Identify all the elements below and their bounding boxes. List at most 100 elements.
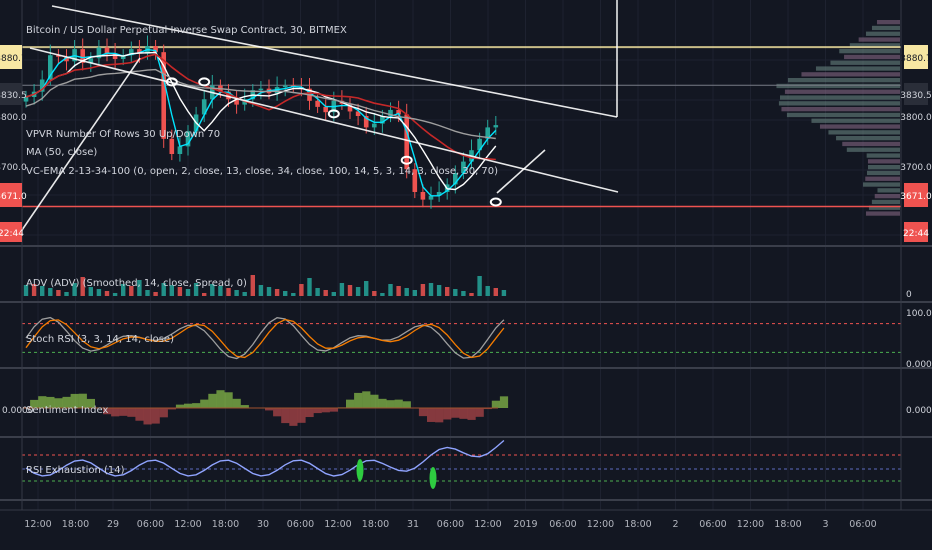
volume-profile-bar xyxy=(839,49,900,54)
panel-label-rsi-exhaustion: RSI Exhaustion (14) xyxy=(26,465,125,476)
candle-body xyxy=(56,55,61,57)
candle-body xyxy=(493,125,499,128)
right-tick-0: 3880.7 xyxy=(900,54,932,64)
sentiment-bar xyxy=(451,408,460,418)
sentiment-bar xyxy=(127,408,136,417)
adv-bar xyxy=(177,287,183,296)
sentiment-bar xyxy=(329,408,338,412)
price-series xyxy=(22,35,901,209)
sentiment-bar xyxy=(265,408,274,411)
adv-bar xyxy=(129,286,134,296)
volume-profile-bar xyxy=(865,31,900,36)
sentiment-bar xyxy=(346,399,355,408)
sentiment-left-tick: 0.0000 xyxy=(2,406,34,416)
right-tick-2: 3800.0 xyxy=(900,113,932,123)
sentiment-bar xyxy=(167,408,176,410)
volume-profile-bar xyxy=(849,43,900,48)
adv-bar xyxy=(210,284,215,296)
exhaustion-signal xyxy=(429,467,437,489)
sentiment-bar xyxy=(378,398,387,408)
adv-bar xyxy=(274,289,280,296)
candle-body xyxy=(80,49,85,63)
sentiment-bar xyxy=(208,393,217,408)
stoch-right-tick-top: 100.0000 xyxy=(906,309,932,319)
time-tick: 06:00 xyxy=(699,519,726,530)
adv-bar xyxy=(137,280,142,296)
trendline xyxy=(29,47,619,193)
candle-body xyxy=(428,195,434,200)
candle-body xyxy=(129,49,134,56)
sentiment-bar xyxy=(402,401,411,408)
volume-profile-bar xyxy=(776,83,900,89)
volume-profile-bar xyxy=(784,89,900,94)
adv-bar xyxy=(64,292,69,296)
time-tick: 12:00 xyxy=(587,519,614,530)
sentiment-bar xyxy=(313,408,322,414)
time-tick: 31 xyxy=(407,519,419,530)
sentiment-bar xyxy=(362,391,371,408)
left-tag-current xyxy=(0,183,22,207)
adv-bar xyxy=(242,292,247,296)
adv-bar xyxy=(88,287,93,296)
time-axis[interactable]: 12:00 18:00 29 06:00 12:00 18:00 30 06:00 12:00 1… xyxy=(0,509,932,530)
adv-bar xyxy=(40,286,45,296)
trendline-drawings[interactable] xyxy=(21,0,619,231)
left-tag-marked xyxy=(0,45,22,69)
candle-body xyxy=(453,173,458,185)
adv-bar xyxy=(169,285,174,296)
sentiment-bar xyxy=(386,400,395,408)
sentiment-bar xyxy=(184,403,193,408)
candle-body xyxy=(112,53,118,59)
ema-34-line xyxy=(25,53,496,161)
volume-profile-bar xyxy=(868,205,900,210)
candle-body xyxy=(477,138,482,151)
sentiment-bar xyxy=(297,408,306,423)
ema-2-line xyxy=(25,48,497,197)
candle-body xyxy=(169,138,175,154)
adv-bar xyxy=(485,286,490,296)
candle-body xyxy=(64,56,69,62)
sentiment-bar xyxy=(232,398,241,408)
candle-body xyxy=(372,123,377,128)
sentiment-bar xyxy=(427,408,436,422)
adv-bar xyxy=(315,288,320,296)
adv-bar xyxy=(23,285,29,296)
exhaustion-signal xyxy=(356,459,364,481)
candle-body xyxy=(388,109,393,116)
adv-bar xyxy=(104,291,110,296)
adv-bar xyxy=(436,285,442,296)
volume-profile-bar xyxy=(871,199,900,205)
volume-profile-bar xyxy=(866,153,900,158)
left-price-scale[interactable]: 3880.7 3830.5 3800.0 3700.0 3671.0 22:44… xyxy=(0,0,34,510)
right-price-scale[interactable]: 3880.7 3830.5 3800.0 3700.0 3671.0 22:44… xyxy=(900,0,932,510)
candle-body xyxy=(185,131,191,147)
adv-bar xyxy=(283,291,288,296)
adv-bar xyxy=(258,285,264,296)
sentiment-bar xyxy=(192,403,201,408)
left-tick-5: 22:44 xyxy=(0,229,24,239)
volume-profile-bar xyxy=(828,130,900,135)
sentiment-bar xyxy=(86,398,95,408)
adv-bar xyxy=(193,283,199,296)
left-tag-level xyxy=(0,83,22,105)
candle-body xyxy=(347,103,353,112)
price-tag-level xyxy=(904,83,928,105)
time-tick: 12:00 xyxy=(174,519,201,530)
volume-profile-bar xyxy=(846,147,900,152)
volume-profile-bar xyxy=(801,72,900,77)
trendline xyxy=(21,57,141,231)
time-tick: 18:00 xyxy=(774,519,801,530)
volume-profile-bar xyxy=(836,136,900,141)
sentiment-bar xyxy=(62,396,71,408)
adv-bar xyxy=(80,277,85,296)
time-tick: 12:00 xyxy=(737,519,764,530)
volume-profile-bar xyxy=(865,176,900,181)
rsi-line xyxy=(25,439,505,477)
left-tick-3: 3700.0 xyxy=(0,163,27,173)
sentiment-bar xyxy=(483,408,492,410)
candle-body xyxy=(201,99,207,115)
adv-bar xyxy=(355,287,361,296)
volume-profile-bar xyxy=(867,159,900,164)
